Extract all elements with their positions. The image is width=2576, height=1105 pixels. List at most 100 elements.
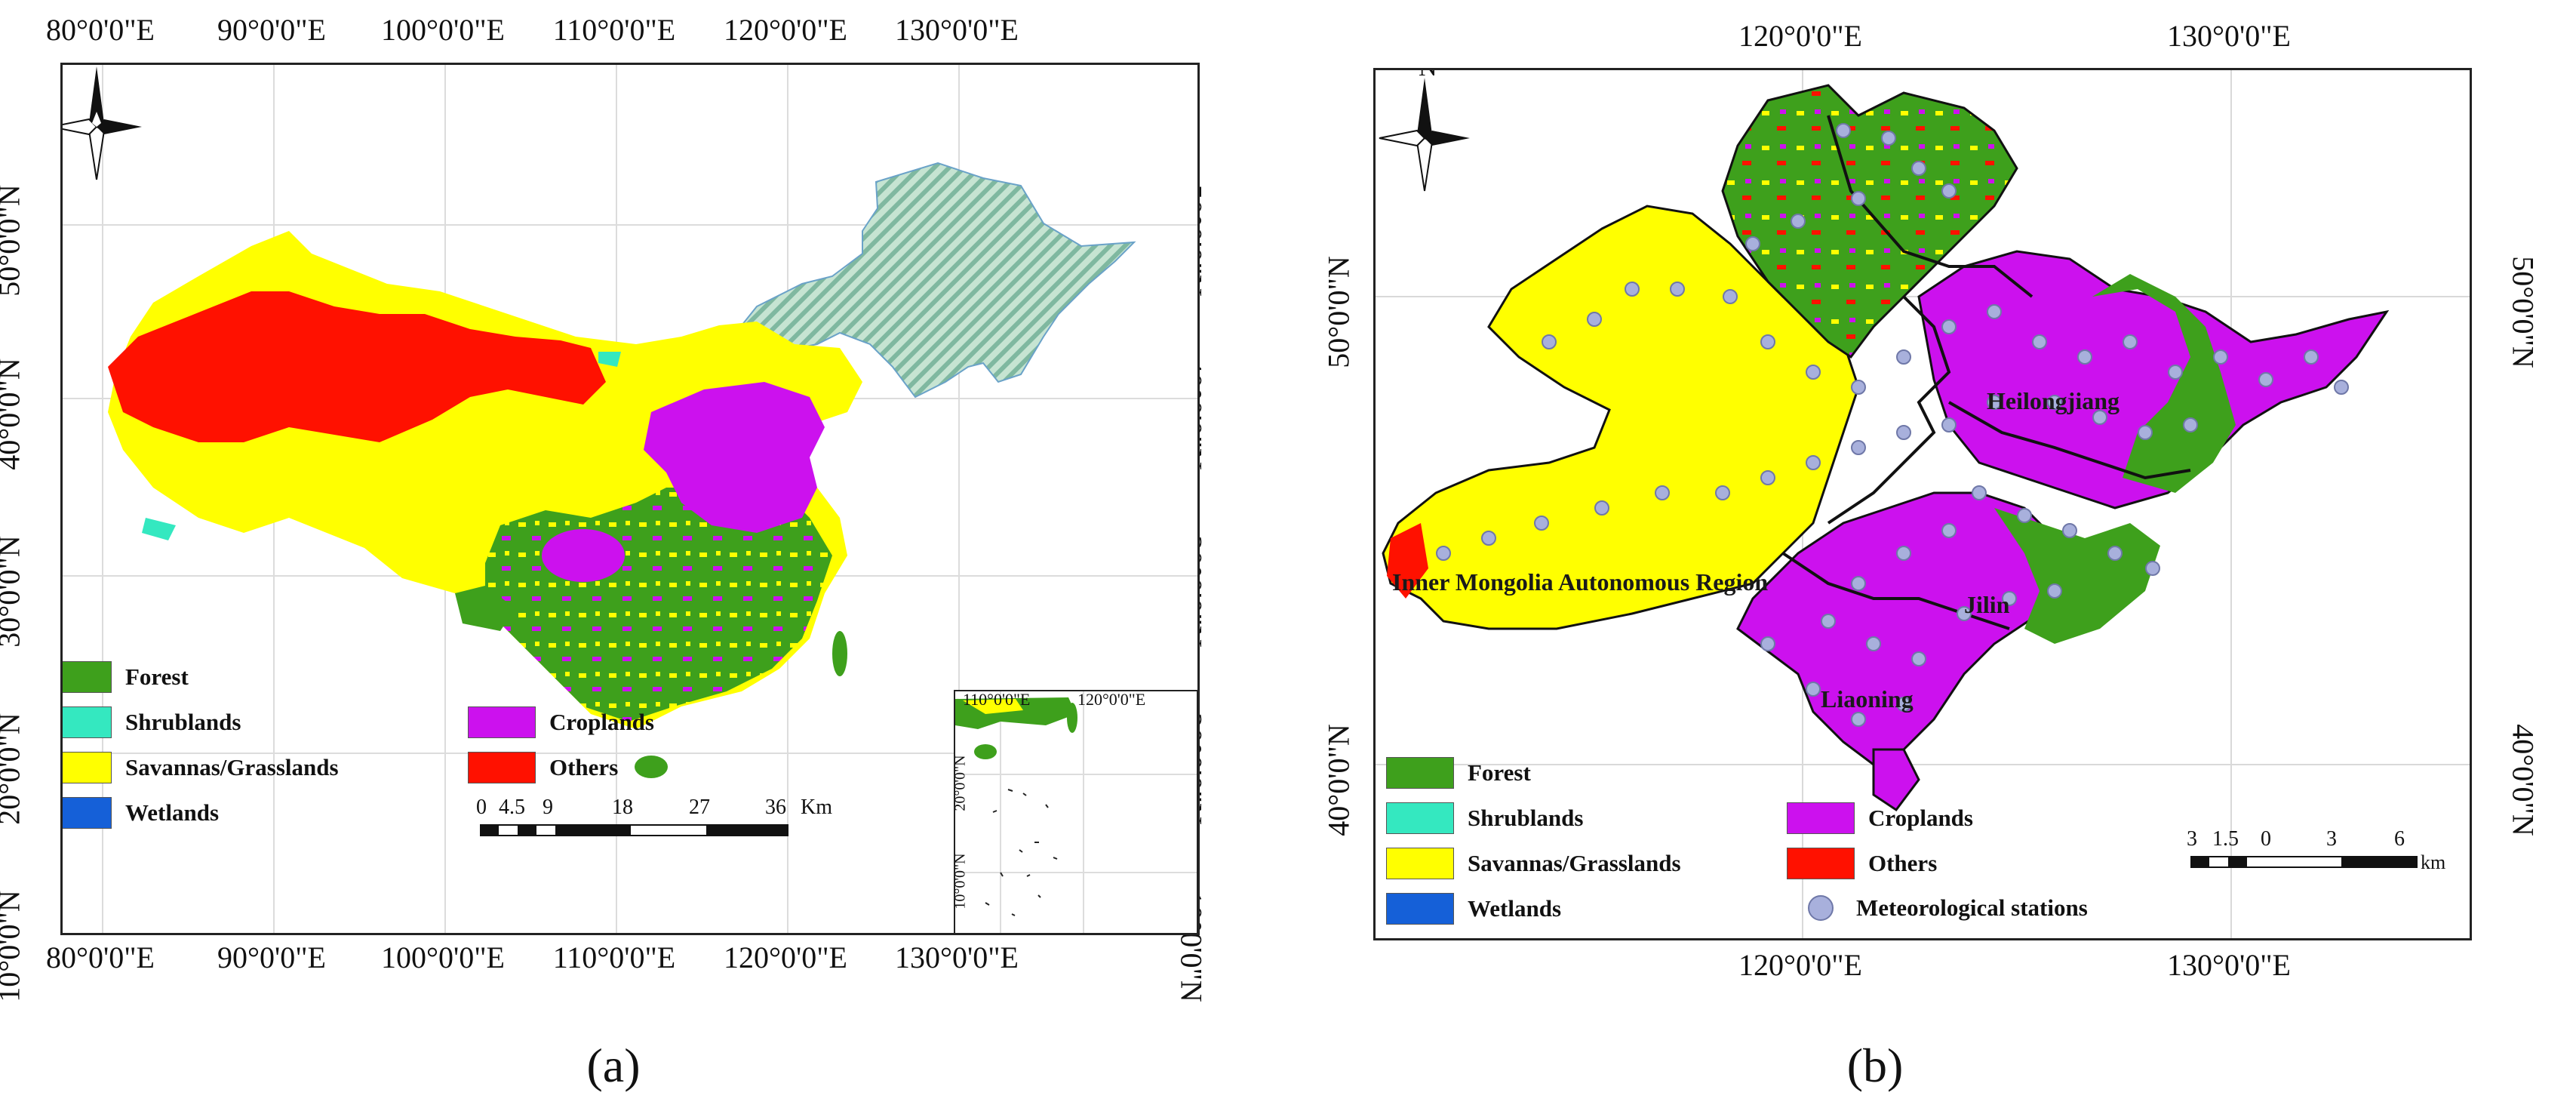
inset-side-label: 20°0'0"N: [954, 755, 969, 811]
bottom-lon-label: 120°0'0"E: [1738, 948, 1862, 982]
khingan-forest: [1721, 84, 2018, 359]
others-swatch: [468, 752, 536, 783]
top-lon-label: 130°0'0"E: [2167, 19, 2291, 53]
scale-tick: 9: [543, 796, 553, 819]
bottom-lon-label: 130°0'0"E: [2167, 948, 2291, 982]
southwest-forest: [455, 586, 515, 631]
croplands-swatch: [1787, 802, 1855, 834]
savannas-swatch: [63, 752, 112, 783]
croplands-heilongjiang: [1917, 250, 2390, 509]
inset-map: 110°0'0"E 120°0'0"E 20°0'0"N 10°0'0"N: [954, 690, 1197, 933]
legend-item-wetlands: Wetlands: [63, 797, 220, 829]
legend-item-croplands: Croplands: [468, 706, 654, 738]
bottom-lon-label: 110°0'0"E: [552, 940, 676, 974]
region-label-heilongjiang: Heilongjiang: [1987, 387, 2120, 414]
china-landcover-map: [63, 65, 1197, 933]
region-label-liaoning: Liaoning: [1821, 685, 1914, 713]
station-marker: [1808, 895, 1834, 921]
scale-tick: 1.5: [2212, 827, 2239, 851]
wetlands-label: Wetlands: [1468, 895, 1562, 922]
north-label-a: N: [91, 65, 109, 71]
legend-item-others: Others: [468, 752, 618, 783]
savannas-label: Savannas/Grasslands: [125, 754, 339, 780]
left-lat-label: 50°0'0"N: [1321, 256, 1356, 368]
top-lon-label: 130°0'0"E: [895, 13, 1019, 47]
liaodong-peninsula: [1872, 748, 1920, 812]
top-lon-label: 100°0'0"E: [381, 13, 505, 47]
others-label: Others: [1868, 850, 1938, 876]
shrublands-patch: [598, 352, 621, 367]
legend-item-savannas: Savannas/Grasslands: [63, 752, 339, 783]
wetlands-swatch: [63, 797, 112, 829]
scale-tick: 36: [765, 796, 786, 819]
forest-label: Forest: [1468, 759, 1531, 786]
east-forest: [2092, 274, 2236, 493]
inset-svg: [955, 691, 1197, 933]
hainan-island: [635, 756, 668, 778]
croplands-label: Croplands: [1868, 805, 1973, 831]
top-lon-label: 80°0'0"E: [46, 13, 155, 47]
map-frame-b: Heilongjiang Inner Mongolia Autonomous R…: [1373, 68, 2472, 940]
legend-item-savannas: Savannas/Grasslands: [1386, 848, 1681, 879]
northeast-china-map: [1376, 70, 2470, 938]
croplands-swatch: [468, 706, 536, 738]
north-arrow-b: [1379, 78, 1470, 192]
wetlands-swatch: [1386, 893, 1454, 925]
wetlands-label: Wetlands: [125, 799, 220, 826]
sichuan-croplands: [542, 529, 625, 582]
legend-item-stations: Meteorological stations: [1787, 894, 2088, 922]
scale-tick: 27: [689, 796, 710, 819]
left-lat-label: 30°0'0"N: [0, 535, 26, 648]
scale-tick: 6: [2394, 827, 2405, 851]
others-swatch: [1787, 848, 1855, 879]
right-lat-label: 50°0'0"N: [2506, 256, 2541, 368]
map-frame-a: N Forest Shrublands Savannas/Grasslands …: [60, 63, 1200, 935]
taiwan-island: [832, 631, 847, 676]
inset-top-label: 120°0'0"E: [1077, 690, 1146, 709]
bottom-lon-label: 130°0'0"E: [895, 940, 1019, 974]
legend-item-wetlands: Wetlands: [1386, 893, 1561, 925]
scale-tick: 18: [612, 796, 633, 819]
savannas-label: Savannas/Grasslands: [1468, 850, 1681, 876]
top-lon-label: 120°0'0"E: [1738, 19, 1862, 53]
top-lon-label: 120°0'0"E: [724, 13, 847, 47]
inset-top-label: 110°0'0"E: [963, 690, 1031, 709]
left-lat-label: 40°0'0"N: [0, 358, 26, 470]
scale-unit: Km: [801, 796, 832, 819]
scale-tick: 0: [476, 796, 487, 819]
panel-a: 80°0'0"E 90°0'0"E 100°0'0"E 110°0'0"E 12…: [0, 0, 1237, 1105]
forest-swatch: [1386, 757, 1454, 789]
bottom-lon-label: 90°0'0"E: [217, 940, 326, 974]
others-west-patch: [1387, 523, 1428, 599]
top-lon-label: 110°0'0"E: [552, 13, 676, 47]
croplands-label: Croplands: [549, 709, 654, 735]
shrublands-label: Shrublands: [125, 709, 241, 735]
scale-bar-b: [2190, 856, 2418, 868]
left-lat-label: 10°0'0"N: [0, 890, 26, 1002]
region-label-inner-mongolia: Inner Mongolia Autonomous Region: [1392, 568, 1769, 596]
croplands-area: [644, 382, 825, 533]
legend-item-shrublands: Shrublands: [1386, 802, 1583, 834]
legend-item-others: Others: [1787, 848, 1937, 879]
scale-tick: 4.5: [499, 796, 525, 819]
north-label-b: N: [1419, 70, 1437, 82]
top-lon-label: 90°0'0"E: [217, 13, 326, 47]
left-lat-label: 50°0'0"N: [0, 184, 26, 297]
scale-tick: 3: [2326, 827, 2337, 851]
legend-item-shrublands: Shrublands: [63, 706, 241, 738]
stations-label: Meteorological stations: [1856, 894, 2088, 921]
meteorological-stations: [1436, 123, 2349, 727]
savannas-swatch: [1386, 848, 1454, 879]
north-arrow-a: [63, 66, 142, 180]
southeast-forest: [1994, 508, 2160, 644]
legend-item-croplands: Croplands: [1787, 802, 1973, 834]
scale-unit-b: km: [2421, 851, 2446, 873]
scale-tick: 0: [2261, 827, 2271, 851]
others-label: Others: [549, 754, 619, 780]
others-desert-area: [108, 291, 606, 442]
shrublands-label: Shrublands: [1468, 805, 1584, 831]
inset-side-label: 10°0'0"N: [954, 853, 969, 910]
right-lat-label: 40°0'0"N: [2506, 724, 2541, 836]
bottom-lon-label: 100°0'0"E: [381, 940, 505, 974]
left-lat-label: 20°0'0"N: [0, 713, 26, 825]
